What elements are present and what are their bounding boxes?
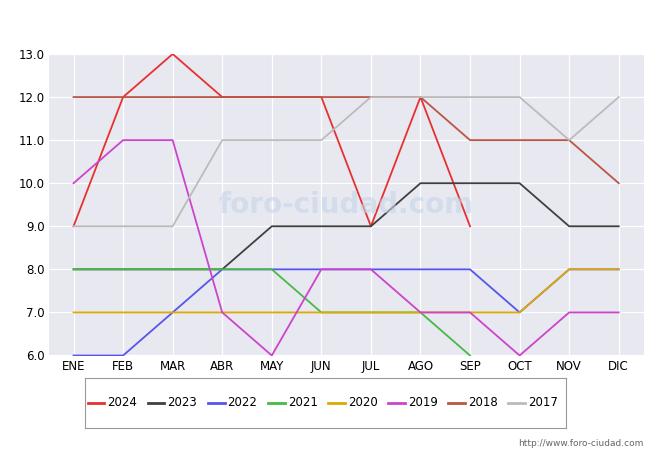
Text: Afiliados en Beranuy a 30/9/2024: Afiliados en Beranuy a 30/9/2024 <box>187 10 463 28</box>
Text: 2018: 2018 <box>468 396 498 409</box>
Text: foro-ciudad.com: foro-ciudad.com <box>218 191 474 219</box>
Text: 2020: 2020 <box>348 396 378 409</box>
Text: 2024: 2024 <box>107 396 137 409</box>
Text: http://www.foro-ciudad.com: http://www.foro-ciudad.com <box>518 439 644 448</box>
Text: 2017: 2017 <box>528 396 558 409</box>
Text: 2022: 2022 <box>227 396 257 409</box>
Text: 2019: 2019 <box>408 396 438 409</box>
Text: 2021: 2021 <box>288 396 318 409</box>
Text: 2023: 2023 <box>168 396 197 409</box>
